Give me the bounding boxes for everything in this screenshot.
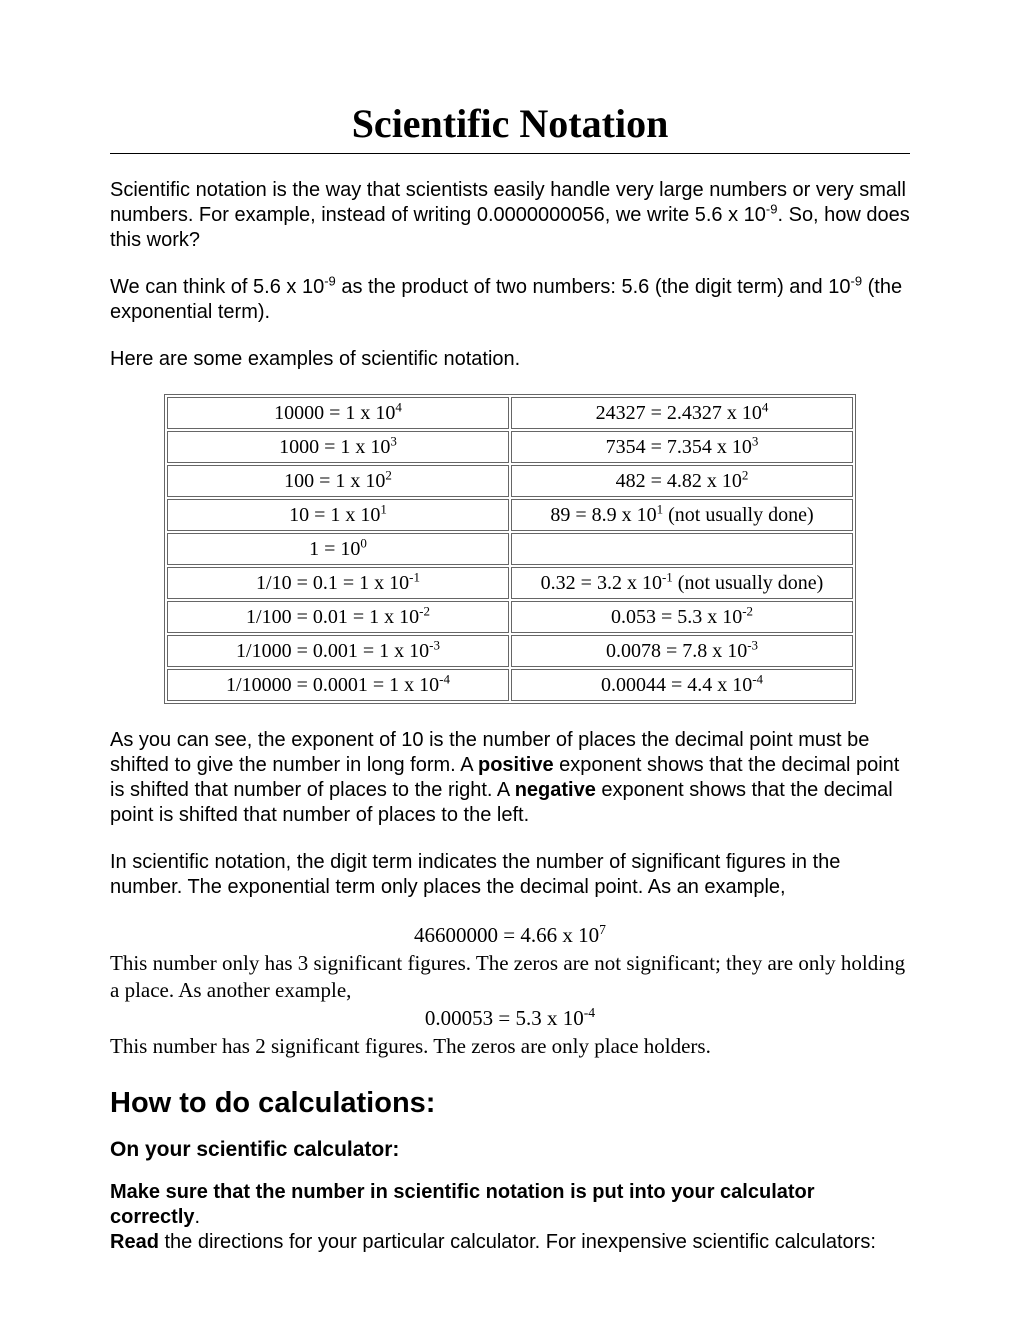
table-row: 10000 = 1 x 10424327 = 2.4327 x 104	[167, 397, 853, 429]
page-title: Scientific Notation	[110, 100, 910, 147]
intro-paragraph-1: Scientific notation is the way that scie…	[110, 178, 910, 253]
table-cell-right: 89 = 8.9 x 101 (not usually done)	[511, 499, 853, 531]
section-heading: How to do calculations:	[110, 1087, 910, 1120]
table-row: 1/100 = 0.01 = 1 x 10-20.053 = 5.3 x 10-…	[167, 601, 853, 633]
calc-paragraph-2: Read the directions for your particular …	[110, 1230, 910, 1255]
bold-text: positive	[478, 754, 554, 776]
text: 46600000 = 4.66 x 10	[414, 923, 599, 947]
table-row: 1/10000 = 0.0001 = 1 x 10-40.00044 = 4.4…	[167, 669, 853, 701]
exponent: -9	[766, 201, 778, 216]
text: as the product of two numbers: 5.6 (the …	[336, 276, 851, 298]
table-row: 1/10 = 0.1 = 1 x 10-10.32 = 3.2 x 10-1 (…	[167, 567, 853, 599]
exponent: -9	[850, 273, 862, 288]
table-cell-right	[511, 533, 853, 565]
bold-text: Make sure that the number in scientific …	[110, 1181, 815, 1228]
exponent: 7	[599, 922, 606, 937]
intro-paragraph-3: Here are some examples of scientific not…	[110, 347, 910, 372]
table-cell-right: 0.00044 = 4.4 x 10-4	[511, 669, 853, 701]
example-equation-1: 46600000 = 4.66 x 107	[110, 922, 910, 948]
table-cell-left: 10 = 1 x 101	[167, 499, 509, 531]
table-cell-right: 482 = 4.82 x 102	[511, 465, 853, 497]
text: the directions for your particular calcu…	[159, 1231, 876, 1253]
example-equation-2: 0.00053 = 5.3 x 10-4	[110, 1005, 910, 1031]
examples-table: 10000 = 1 x 10424327 = 2.4327 x 1041000 …	[164, 394, 856, 704]
document-page: Scientific Notation Scientific notation …	[0, 0, 1020, 1315]
table-cell-right: 0.0078 = 7.8 x 10-3	[511, 635, 853, 667]
table-row: 1 = 100	[167, 533, 853, 565]
subsection-heading: On your scientific calculator:	[110, 1138, 910, 1162]
explain-paragraph-2: In scientific notation, the digit term i…	[110, 850, 910, 900]
example-desc-2: This number has 2 significant figures. T…	[110, 1033, 910, 1059]
bold-text: negative	[515, 779, 596, 801]
table-row: 1000 = 1 x 1037354 = 7.354 x 103	[167, 431, 853, 463]
table-cell-left: 100 = 1 x 102	[167, 465, 509, 497]
explain-paragraph-1: As you can see, the exponent of 10 is th…	[110, 728, 910, 828]
bold-text: Read	[110, 1231, 159, 1253]
table-cell-left: 1/1000 = 0.001 = 1 x 10-3	[167, 635, 509, 667]
table-cell-left: 1/10000 = 0.0001 = 1 x 10-4	[167, 669, 509, 701]
table-cell-left: 1/100 = 0.01 = 1 x 10-2	[167, 601, 509, 633]
table-cell-left: 1000 = 1 x 103	[167, 431, 509, 463]
exponent: -9	[324, 273, 336, 288]
text: 0.00053 = 5.3 x 10	[425, 1006, 584, 1030]
table-cell-left: 1 = 100	[167, 533, 509, 565]
table-cell-right: 24327 = 2.4327 x 104	[511, 397, 853, 429]
exponent: -4	[584, 1005, 595, 1020]
text: We can think of 5.6 x 10	[110, 276, 324, 298]
calc-paragraph-1: Make sure that the number in scientific …	[110, 1180, 910, 1230]
intro-paragraph-2: We can think of 5.6 x 10-9 as the produc…	[110, 275, 910, 325]
table-row: 10 = 1 x 10189 = 8.9 x 101 (not usually …	[167, 499, 853, 531]
example-desc-1: This number only has 3 significant figur…	[110, 950, 910, 1003]
table-cell-right: 0.053 = 5.3 x 10-2	[511, 601, 853, 633]
title-divider	[110, 153, 910, 154]
table-cell-left: 1/10 = 0.1 = 1 x 10-1	[167, 567, 509, 599]
text: .	[195, 1206, 201, 1228]
table-cell-right: 7354 = 7.354 x 103	[511, 431, 853, 463]
table-row: 100 = 1 x 102482 = 4.82 x 102	[167, 465, 853, 497]
table-cell-right: 0.32 = 3.2 x 10-1 (not usually done)	[511, 567, 853, 599]
table-row: 1/1000 = 0.001 = 1 x 10-30.0078 = 7.8 x …	[167, 635, 853, 667]
table-cell-left: 10000 = 1 x 104	[167, 397, 509, 429]
